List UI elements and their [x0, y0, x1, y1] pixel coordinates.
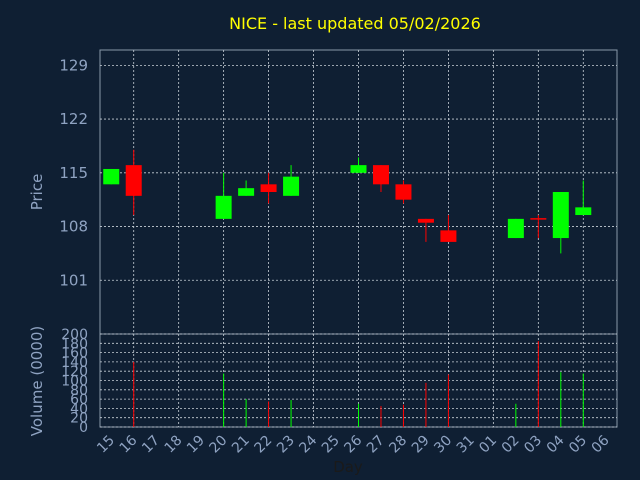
candle-body: [372, 165, 389, 185]
x-tick-label: 30: [431, 433, 455, 457]
x-tick-label: 21: [229, 433, 253, 457]
candle-body: [283, 176, 300, 196]
chart-title: NICE - last updated 05/02/2026: [229, 14, 481, 33]
candle-body: [507, 218, 524, 239]
volume-tick-label: 140: [61, 355, 88, 371]
volume-tick-label: 180: [61, 336, 88, 352]
candle-body: [440, 230, 457, 242]
x-tick-label: 01: [476, 433, 500, 457]
price-tick-label: 115: [59, 164, 88, 182]
candle-body: [350, 165, 367, 173]
candle-body: [575, 207, 592, 216]
x-tick-label: 06: [589, 432, 613, 456]
volume-tick-label: 80: [70, 383, 88, 399]
volume-tick-label: 100: [61, 374, 88, 390]
volume-tick-label: 200: [61, 327, 88, 343]
x-tick-label: 18: [162, 433, 186, 457]
candle-body: [395, 184, 412, 200]
x-tick-label: 15: [94, 433, 118, 457]
x-tick-label: 29: [409, 433, 433, 457]
x-tick-label: 05: [566, 433, 590, 457]
volume-tick-label: 0: [79, 420, 88, 436]
x-tick-label: 16: [117, 432, 141, 456]
volume-tick-label: 40: [70, 401, 88, 417]
x-tick-label: 19: [184, 433, 208, 457]
x-tick-label: 03: [521, 433, 545, 457]
volume-tick-label: 160: [61, 346, 88, 362]
x-axis-label: Day: [333, 458, 363, 476]
price-axis-label: Price: [28, 174, 46, 211]
x-tick-label: 24: [296, 432, 320, 456]
x-tick-label: 02: [499, 433, 523, 457]
price-tick-label: 122: [59, 110, 88, 128]
x-tick-label: 22: [251, 433, 275, 457]
candle-body: [417, 218, 434, 223]
x-tick-label: 28: [386, 433, 410, 457]
candle-body: [260, 184, 277, 192]
candle-body: [552, 192, 569, 239]
x-tick-label: 23: [274, 433, 298, 457]
x-tick-label: 27: [364, 433, 388, 457]
volume-tick-label: 120: [61, 364, 88, 380]
x-tick-label: 17: [139, 433, 163, 457]
x-tick-label: 20: [207, 433, 231, 457]
price-tick-label: 101: [59, 271, 88, 289]
candle-body: [215, 195, 232, 219]
x-tick-label: 31: [454, 433, 478, 457]
volume-tick-label: 20: [70, 411, 88, 427]
candle-body: [238, 188, 255, 196]
x-tick-label: 26: [341, 432, 365, 456]
x-tick-label: 04: [544, 432, 568, 456]
volume-tick-label: 60: [70, 392, 88, 408]
price-tick-label: 129: [59, 56, 88, 74]
price-tick-label: 108: [59, 218, 88, 236]
x-tick-label: 25: [319, 433, 343, 457]
candle-body: [125, 165, 142, 196]
volume-axis-label: Volume (0000): [28, 326, 46, 436]
candle-body: [103, 168, 120, 185]
